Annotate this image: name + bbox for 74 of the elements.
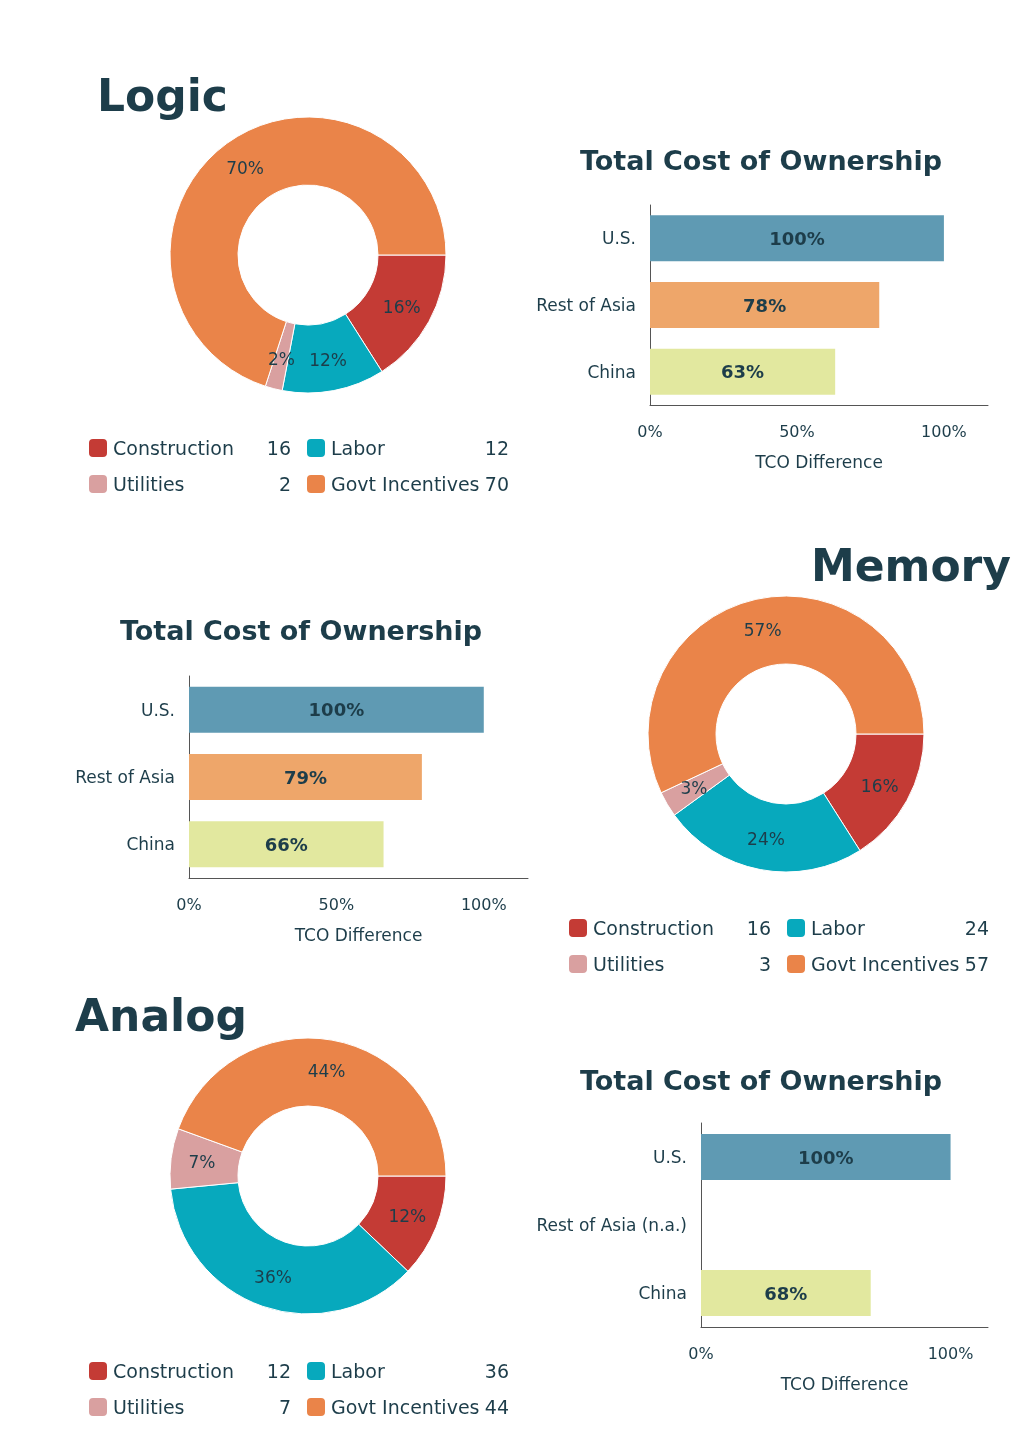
data-label: 12%: [309, 350, 347, 371]
y-tick-label: Rest of Asia (n.a.): [536, 1215, 687, 1235]
y-tick-label: U.S.: [140, 699, 175, 720]
text: 2: [278, 473, 291, 495]
y-tick-label: U.S.: [652, 1147, 687, 1167]
text: 24: [964, 917, 989, 939]
chart-title: Memory: [810, 539, 1012, 591]
legend-label: Govt Incentives: [331, 1396, 480, 1418]
data-label: 36%: [254, 1267, 292, 1288]
chart-title: Total Cost of Ownership: [119, 615, 483, 646]
x-tick-label: 0%: [176, 894, 202, 914]
text: 16: [746, 917, 771, 939]
text: 3: [758, 953, 771, 975]
y-tick-label: China: [126, 834, 175, 855]
legend-label: Labor: [331, 1360, 385, 1382]
data-label: 78%: [743, 294, 787, 316]
text: 44: [484, 1396, 509, 1418]
data-label: 70%: [226, 158, 265, 179]
y-tick-label: China: [638, 1283, 687, 1303]
data-label: 24%: [747, 829, 785, 850]
bar: [650, 282, 880, 328]
y-tick-label: Rest of Asia: [536, 295, 636, 315]
text: 12: [484, 437, 509, 459]
data-label: 12%: [388, 1205, 427, 1226]
x-tick-label: 100%: [921, 421, 967, 441]
bar: [650, 348, 836, 395]
x-tick-label: 100%: [460, 894, 507, 914]
legend-label: Utilities: [113, 1396, 185, 1418]
data-label: 100%: [769, 227, 825, 249]
data-label: 100%: [308, 699, 365, 721]
x-axis-title: TCO Difference: [754, 451, 883, 472]
text: 12: [266, 1360, 291, 1382]
legend-label: Utilities: [593, 953, 665, 975]
x-tick-label: 50%: [779, 421, 815, 441]
bar: [650, 215, 944, 262]
text: 7: [278, 1396, 291, 1418]
x-axis-title: TCO Difference: [293, 924, 423, 945]
y-tick-label: Rest of Asia: [75, 767, 175, 787]
x-tick-label: 0%: [637, 421, 663, 441]
legend-label: Construction: [113, 437, 234, 459]
chart-title: Total Cost of Ownership: [579, 1065, 943, 1096]
bar: [189, 686, 484, 733]
data-label: 57%: [743, 619, 782, 640]
text: 36: [484, 1360, 509, 1382]
legend-label: Construction: [593, 917, 714, 939]
x-tick-label: 50%: [318, 894, 355, 914]
chart-title: Total Cost of Ownership: [579, 145, 943, 176]
bar: [189, 754, 422, 800]
y-tick-label: U.S.: [601, 228, 636, 249]
data-label: 66%: [264, 833, 308, 855]
chart-title: Analog: [75, 989, 247, 1041]
y-tick-label: China: [587, 361, 636, 382]
legend-label: Govt Incentives: [811, 953, 960, 975]
bar: [189, 821, 384, 868]
legend-label: Govt Incentives: [331, 473, 480, 495]
data-label: 16%: [382, 296, 421, 317]
data-label: 3%: [680, 778, 708, 799]
x-tick-label: 0%: [688, 1343, 714, 1363]
text: 57: [964, 953, 989, 975]
data-label: 44%: [307, 1060, 346, 1081]
data-label: 68%: [764, 1282, 808, 1304]
data-label: 79%: [283, 766, 327, 788]
data-label: 16%: [860, 775, 899, 796]
legend-label: Labor: [811, 917, 865, 939]
legend-label: Construction: [113, 1360, 234, 1382]
chart-title: Logic: [97, 69, 228, 121]
text: 70: [484, 473, 509, 495]
data-label: 7%: [188, 1152, 216, 1173]
legend-label: Utilities: [113, 473, 185, 495]
x-axis-title: TCO Difference: [779, 1373, 909, 1394]
text: 16: [266, 437, 291, 459]
legend-label: Labor: [331, 437, 385, 459]
data-label: 63%: [721, 361, 765, 383]
data-label: 100%: [797, 1146, 854, 1168]
